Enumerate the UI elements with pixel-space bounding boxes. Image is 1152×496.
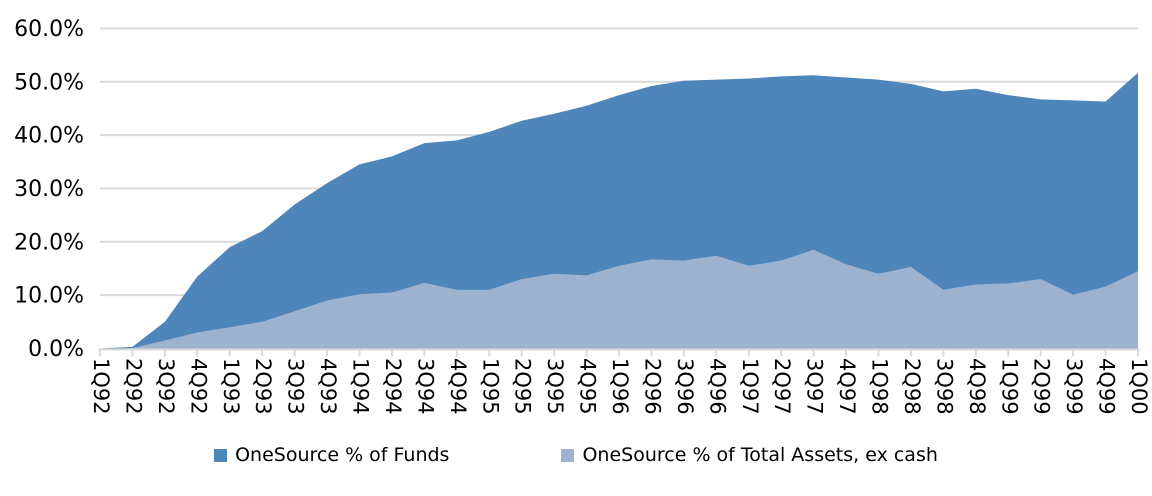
x-axis-label: 1Q94 xyxy=(349,358,373,415)
x-axis-label: 3Q97 xyxy=(803,358,827,415)
x-axis-label: 2Q98 xyxy=(900,358,924,415)
legend-label-total-assets: OneSource % of Total Assets, ex cash xyxy=(582,443,938,466)
x-axis-label: 1Q98 xyxy=(868,358,892,415)
x-axis-label: 1Q96 xyxy=(608,358,632,415)
x-axis-label: 3Q95 xyxy=(543,358,567,415)
area-series-total-assets xyxy=(100,249,1138,349)
y-axis-label: 40.0% xyxy=(14,124,84,149)
y-axis-label: 50.0% xyxy=(14,70,84,95)
x-axis-label: 4Q98 xyxy=(965,358,989,415)
x-axis-label: 3Q93 xyxy=(284,358,308,415)
x-axis-label: 2Q97 xyxy=(770,358,794,415)
x-axis-label: 2Q93 xyxy=(251,358,275,415)
legend-label-funds: OneSource % of Funds xyxy=(235,443,450,466)
x-axis-label: 1Q93 xyxy=(219,358,243,415)
x-axis-label: 3Q96 xyxy=(673,358,697,415)
x-axis-label: 4Q96 xyxy=(705,358,729,415)
x-axis-label: 1Q00 xyxy=(1127,358,1151,415)
x-axis-label: 4Q93 xyxy=(316,358,340,415)
x-axis-label: 2Q96 xyxy=(640,358,664,415)
x-axis-label: 1Q99 xyxy=(997,358,1021,415)
y-axis-label: 30.0% xyxy=(14,177,84,202)
x-axis-label: 3Q94 xyxy=(413,358,437,415)
y-axis-label: 10.0% xyxy=(14,284,84,309)
y-axis-label: 60.0% xyxy=(14,17,84,42)
x-axis-label: 2Q94 xyxy=(381,358,405,415)
y-axis-label: 0.0% xyxy=(28,337,84,362)
x-axis-label: 4Q97 xyxy=(835,358,859,415)
x-axis-label: 1Q92 xyxy=(89,358,113,415)
x-axis-label: 4Q94 xyxy=(446,358,470,415)
x-axis-label: 3Q98 xyxy=(932,358,956,415)
y-axis-label: 20.0% xyxy=(14,230,84,255)
x-axis-label: 2Q95 xyxy=(511,358,535,415)
x-axis-label: 4Q95 xyxy=(576,358,600,415)
x-axis-label: 3Q99 xyxy=(1062,358,1086,415)
legend: OneSource % of Funds OneSource % of Tota… xyxy=(0,441,1152,469)
legend-swatch-funds-icon xyxy=(214,448,228,462)
x-axis-label: 4Q92 xyxy=(186,358,210,415)
legend-swatch-total-assets-icon xyxy=(561,448,575,462)
area-chart-plot: 0.0% 10.0% 20.0% 30.0% 40.0% 50.0% 60.0% 1Q92 2Q… xyxy=(14,17,1151,415)
legend-item-total-assets: OneSource % of Total Assets, ex cash xyxy=(561,443,938,466)
x-axis-label: 1Q97 xyxy=(738,358,762,415)
x-axis-label: 4Q99 xyxy=(1095,358,1119,415)
legend-item-funds: OneSource % of Funds xyxy=(214,443,450,466)
x-axis-label: 2Q99 xyxy=(1030,358,1054,415)
x-axis-label: 2Q92 xyxy=(121,358,145,415)
x-axis-label: 1Q95 xyxy=(478,358,502,415)
x-axis-label: 3Q92 xyxy=(154,358,178,415)
